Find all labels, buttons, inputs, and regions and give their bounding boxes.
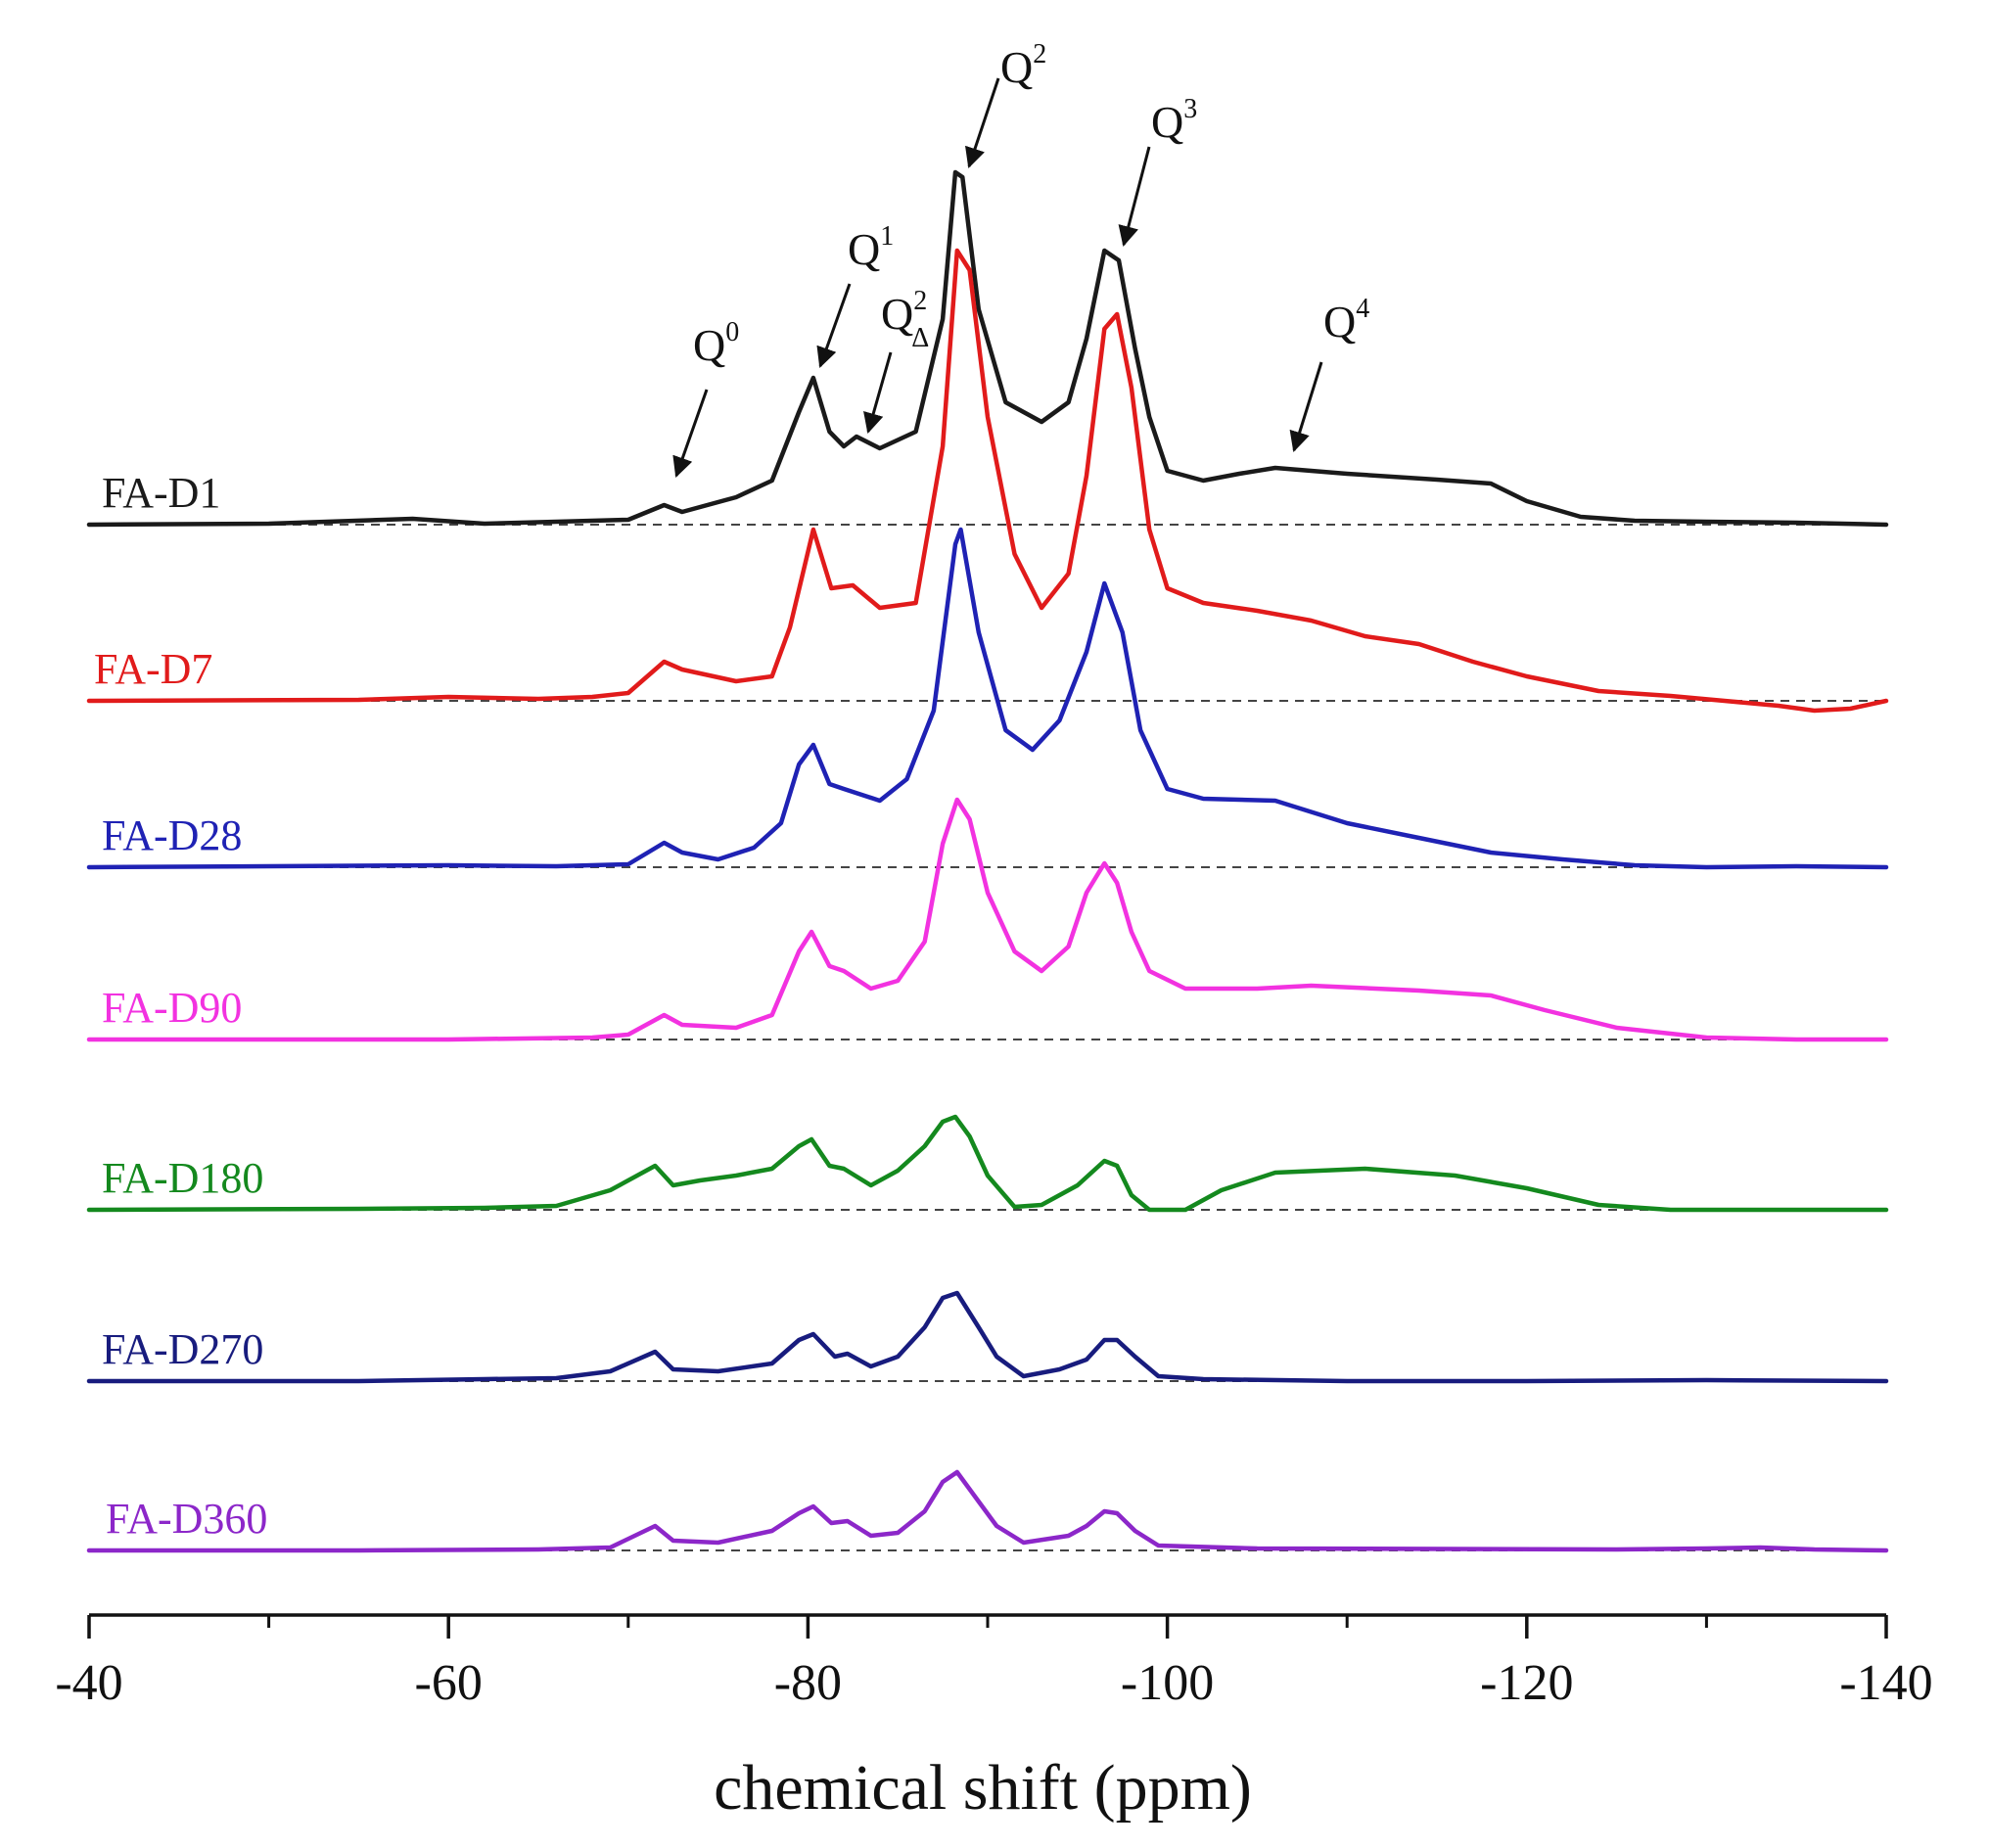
peak-arrow	[816, 283, 852, 368]
peak-label-q2: Q2	[1000, 39, 1046, 92]
series-line-fa-d1	[86, 169, 1889, 528]
peak-arrow	[863, 351, 893, 435]
peak-label-q2-delta: Q2 Δ	[881, 286, 929, 353]
series-line-fa-d270	[86, 1290, 1889, 1384]
series-label-fa-d180: FA-D180	[102, 1154, 263, 1202]
series-label-fa-d7: FA-D7	[94, 645, 212, 693]
peak-arrow	[1289, 361, 1323, 453]
x-tick-label: -40	[55, 1655, 122, 1711]
peak-arrow	[672, 389, 709, 478]
series-label-fa-d270: FA-D270	[102, 1325, 263, 1373]
x-tick-label: -60	[415, 1655, 483, 1711]
series-label-fa-d1: FA-D1	[102, 469, 220, 517]
peak-label-q4: Q4	[1323, 294, 1369, 346]
peak-label-q1: Q1	[848, 221, 894, 274]
peak-label-q3: Q3	[1151, 94, 1197, 147]
series-line-fa-d90	[86, 797, 1889, 1042]
x-tick-label: -120	[1480, 1655, 1573, 1711]
spectra-traces	[86, 169, 1889, 1553]
x-axis: -40 -60 -80 -100 -120 -140	[55, 1613, 1933, 1711]
x-tick-label: -80	[774, 1655, 842, 1711]
peak-annotations: Q0 Q1 Q2 Δ Q2 Q3 Q4	[672, 39, 1369, 478]
series-line-fa-d180	[86, 1114, 1889, 1213]
series-line-fa-d7	[86, 248, 1889, 714]
series-line-fa-d28	[86, 527, 1889, 870]
peak-arrow	[965, 77, 1000, 168]
peak-arrow	[1118, 146, 1151, 248]
series-labels: FA-D1 FA-D7 FA-D28 FA-D90 FA-D180 FA-D270 FA-D…	[94, 469, 267, 1543]
x-tick-label: -100	[1121, 1655, 1214, 1711]
series-line-fa-d360	[86, 1469, 1889, 1553]
series-label-fa-d90: FA-D90	[102, 984, 242, 1032]
series-label-fa-d360: FA-D360	[106, 1495, 267, 1543]
x-axis-title: chemical shift (ppm)	[714, 1752, 1252, 1824]
series-label-fa-d28: FA-D28	[102, 811, 242, 859]
peak-label-q0: Q0	[693, 317, 739, 370]
x-tick-label: -140	[1839, 1655, 1932, 1711]
